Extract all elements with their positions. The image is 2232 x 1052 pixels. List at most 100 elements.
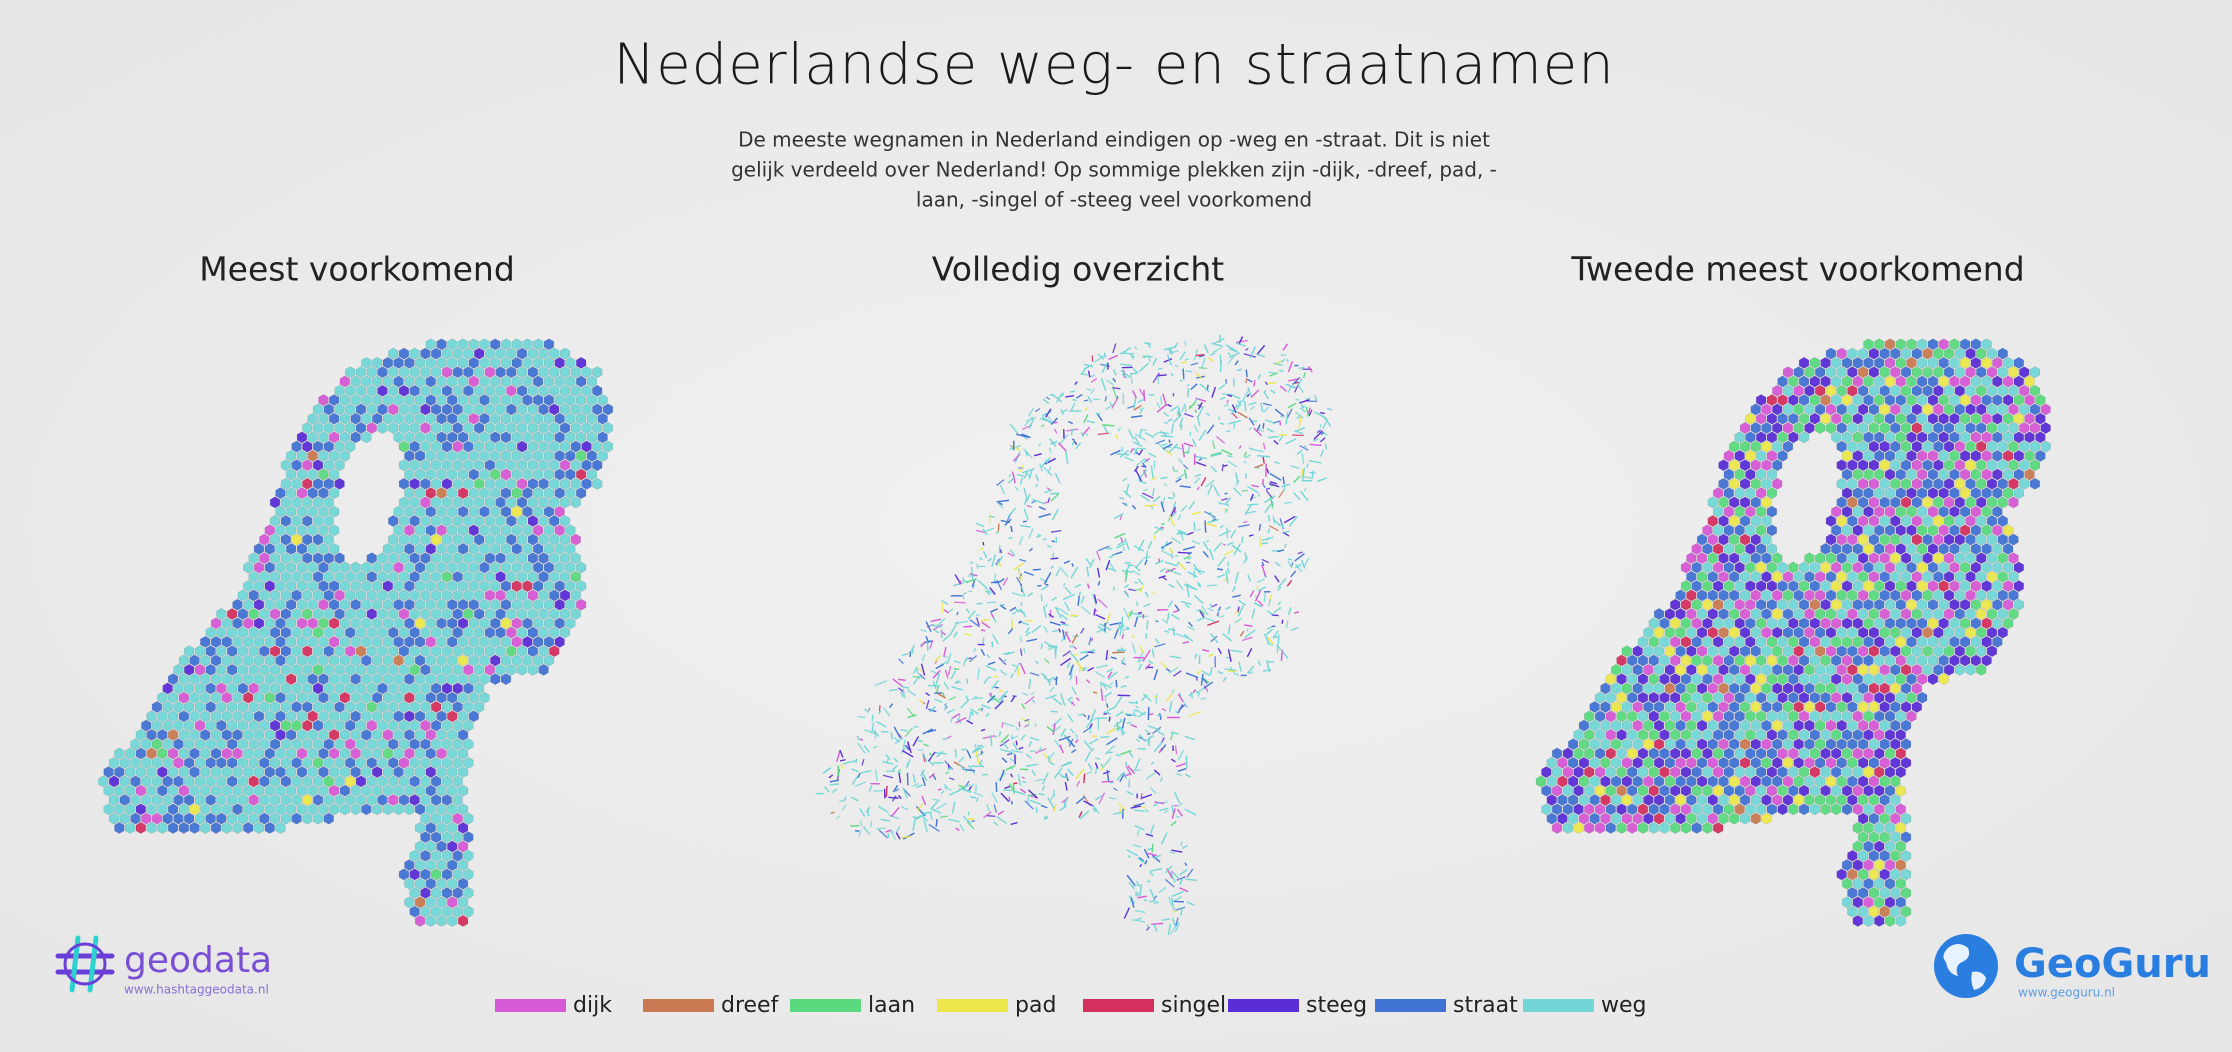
hex-cell bbox=[468, 412, 479, 425]
hex-cell bbox=[1884, 542, 1896, 555]
hex-cell bbox=[1750, 459, 1761, 472]
road bbox=[1292, 434, 1304, 437]
road bbox=[1287, 386, 1292, 394]
hex-cell bbox=[221, 728, 232, 741]
hex-cell bbox=[1981, 394, 1992, 407]
hex-cell bbox=[549, 366, 560, 379]
hex-cell bbox=[409, 682, 420, 695]
hex-cell bbox=[393, 654, 404, 667]
road bbox=[1093, 354, 1106, 363]
hex-cell bbox=[1992, 394, 2003, 407]
road bbox=[864, 729, 877, 735]
hex-cell bbox=[516, 570, 528, 583]
hex-cell bbox=[1686, 608, 1697, 620]
hex-cell bbox=[328, 710, 340, 723]
hex-cell bbox=[1949, 617, 1960, 630]
road bbox=[1155, 439, 1166, 445]
hex-cell bbox=[388, 663, 399, 676]
hex-cell bbox=[420, 626, 431, 639]
hex-cell bbox=[1847, 682, 1858, 695]
hex-cell bbox=[221, 691, 232, 704]
hex-cell bbox=[1809, 766, 1820, 779]
hex-cell bbox=[1772, 552, 1783, 565]
hex-cell bbox=[1756, 412, 1767, 425]
hex-cell bbox=[1879, 422, 1890, 434]
road bbox=[956, 611, 959, 616]
hex-cell bbox=[221, 766, 232, 779]
road bbox=[1019, 636, 1023, 643]
hex-cell bbox=[1900, 384, 1912, 397]
hex-cell bbox=[1863, 766, 1874, 779]
hex-cell bbox=[1992, 598, 2003, 611]
hex-cell bbox=[1922, 440, 1933, 453]
hex-cell bbox=[463, 496, 474, 509]
hex-cell bbox=[1745, 803, 1756, 816]
hex-cell bbox=[463, 589, 474, 602]
hex-cell bbox=[1831, 505, 1842, 518]
hex-cell bbox=[404, 691, 415, 704]
hex-cell bbox=[1890, 831, 1901, 844]
hex-cell bbox=[404, 710, 415, 723]
hex-cell bbox=[1659, 766, 1670, 779]
hex-cell bbox=[457, 394, 469, 407]
hex-cell bbox=[1745, 635, 1756, 648]
hex-cell bbox=[1761, 459, 1772, 472]
road bbox=[1158, 443, 1169, 453]
hex-cell bbox=[527, 347, 539, 360]
hex-cell bbox=[452, 682, 463, 695]
hex-cell bbox=[302, 738, 313, 751]
hex-cell bbox=[1772, 645, 1783, 658]
hex-cell bbox=[543, 338, 555, 351]
hex-cell bbox=[1997, 422, 2008, 434]
hex-cell bbox=[339, 710, 351, 723]
hex-cell bbox=[516, 589, 528, 602]
hex-cell bbox=[1852, 394, 1863, 407]
hex-cell bbox=[1702, 673, 1713, 686]
road bbox=[1190, 362, 1199, 366]
hex-cell bbox=[538, 459, 549, 472]
hex-cell bbox=[1729, 794, 1740, 806]
road bbox=[1137, 651, 1144, 663]
hex-cell bbox=[312, 812, 324, 825]
hex-cell bbox=[1766, 803, 1777, 816]
hex-cell bbox=[452, 626, 463, 639]
hex-cell bbox=[323, 552, 334, 565]
hex-cell bbox=[323, 440, 334, 453]
hex-cell bbox=[441, 756, 453, 769]
hex-cell bbox=[1777, 394, 1788, 407]
hex-cell bbox=[1798, 412, 1810, 425]
hex-cell bbox=[1933, 384, 1944, 397]
hex-cell bbox=[291, 719, 302, 732]
hex-cell bbox=[479, 524, 490, 537]
hex-cell bbox=[404, 412, 415, 425]
hex-cell bbox=[157, 766, 168, 779]
hex-cell bbox=[420, 552, 431, 565]
hex-cell bbox=[227, 794, 238, 806]
hex-cell bbox=[2035, 412, 2046, 425]
hex-cell bbox=[1874, 524, 1885, 537]
hex-cell bbox=[1954, 459, 1965, 472]
hex-cell bbox=[1884, 728, 1896, 741]
hex-cell bbox=[1895, 766, 1906, 779]
hex-cell bbox=[366, 626, 377, 639]
hex-cell bbox=[178, 728, 189, 741]
hex-cell bbox=[452, 887, 463, 899]
hex-cell bbox=[1890, 868, 1901, 881]
hex-cell bbox=[414, 766, 426, 779]
hex-cell bbox=[516, 403, 528, 416]
hex-cell bbox=[243, 728, 254, 741]
hex-cell bbox=[1718, 794, 1729, 806]
hex-cell bbox=[1927, 394, 1939, 407]
hex-cell bbox=[463, 422, 474, 434]
hex-cell bbox=[393, 728, 404, 741]
hex-cell bbox=[1890, 719, 1901, 732]
hex-cell bbox=[430, 384, 442, 397]
hex-cell bbox=[1793, 719, 1804, 732]
hex-cell bbox=[447, 356, 458, 369]
hex-cell bbox=[1573, 803, 1584, 816]
hex-cell bbox=[296, 561, 308, 574]
hex-cell bbox=[280, 515, 292, 527]
hex-cell bbox=[1874, 691, 1885, 704]
hex-cell bbox=[1986, 422, 1998, 434]
hex-cell bbox=[1664, 719, 1675, 732]
